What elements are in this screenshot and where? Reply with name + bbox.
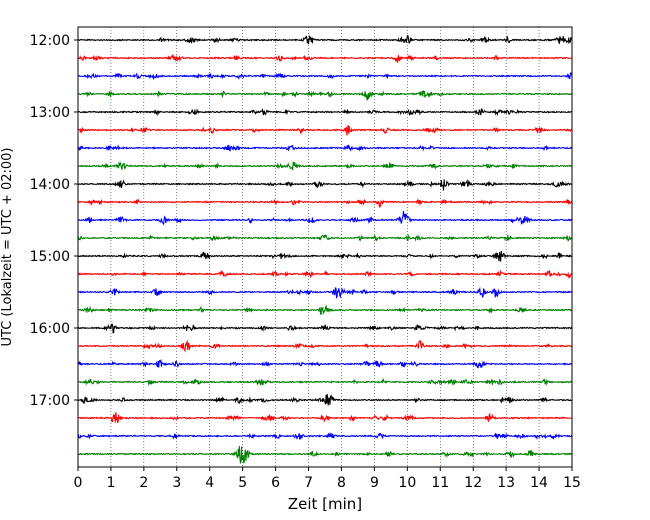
y-tick-label: 16:00 [30, 321, 70, 337]
trace-1500 [77, 251, 573, 262]
x-tick-label: 8 [337, 475, 346, 491]
trace-1200 [77, 34, 573, 45]
trace-1315 [77, 125, 573, 136]
trace-1300 [77, 107, 573, 117]
x-tick-label: 3 [172, 475, 181, 491]
trace-1700 [77, 393, 573, 406]
x-tick-label: 7 [304, 475, 313, 491]
trace-1445 [77, 234, 573, 242]
x-tick-label: 12 [464, 475, 482, 491]
trace-1430 [77, 211, 573, 226]
grid-lines [110, 27, 540, 467]
trace-1230 [77, 72, 573, 81]
y-tick-label: 15:00 [30, 249, 70, 265]
trace-1215 [77, 53, 573, 63]
x-tick-label: 1 [106, 475, 115, 491]
trace-1330 [77, 144, 573, 152]
x-tick-label: 10 [398, 475, 416, 491]
trace-1600 [77, 323, 573, 334]
x-tick-label: 9 [370, 475, 379, 491]
trace-1615 [77, 339, 573, 353]
x-axis-ticks: 0 1 2 3 4 5 6 7 8 9 10 11 12 13 14 15 [74, 467, 581, 491]
y-tick-label: 14:00 [30, 177, 70, 193]
x-tick-label: 0 [74, 475, 83, 491]
y-tick-label: 17:00 [30, 393, 70, 409]
plot-frame [77, 26, 573, 468]
x-tick-label: 11 [431, 475, 449, 491]
x-tick-label: 2 [139, 475, 148, 491]
trace-1715 [77, 412, 573, 423]
x-axis-label: Zeit [min] [288, 495, 362, 513]
x-tick-label: 15 [563, 475, 581, 491]
trace-1415 [77, 198, 573, 209]
trace-1515 [77, 269, 573, 279]
x-tick-label: 4 [205, 475, 214, 491]
trace-1345 [77, 160, 573, 171]
trace-1545 [77, 304, 573, 316]
trace-1745 [77, 446, 573, 464]
seismic-traces [77, 34, 573, 464]
trace-1730 [77, 432, 573, 441]
y-axis-ticks: 12:00 13:00 14:00 15:00 16:00 17:00 [30, 33, 78, 409]
x-tick-label: 13 [497, 475, 515, 491]
y-tick-label: 13:00 [30, 105, 70, 121]
x-tick-label: 5 [238, 475, 247, 491]
x-tick-label: 6 [271, 475, 280, 491]
trace-1645 [77, 377, 573, 387]
trace-1530 [77, 286, 573, 299]
y-axis-label: UTC (Lokalzeit = UTC + 02:00) [0, 148, 15, 347]
y-tick-label: 12:00 [30, 33, 70, 49]
trace-1245 [77, 90, 573, 101]
trace-1400 [77, 178, 573, 191]
x-tick-label: 14 [530, 475, 548, 491]
trace-1630 [77, 358, 573, 369]
